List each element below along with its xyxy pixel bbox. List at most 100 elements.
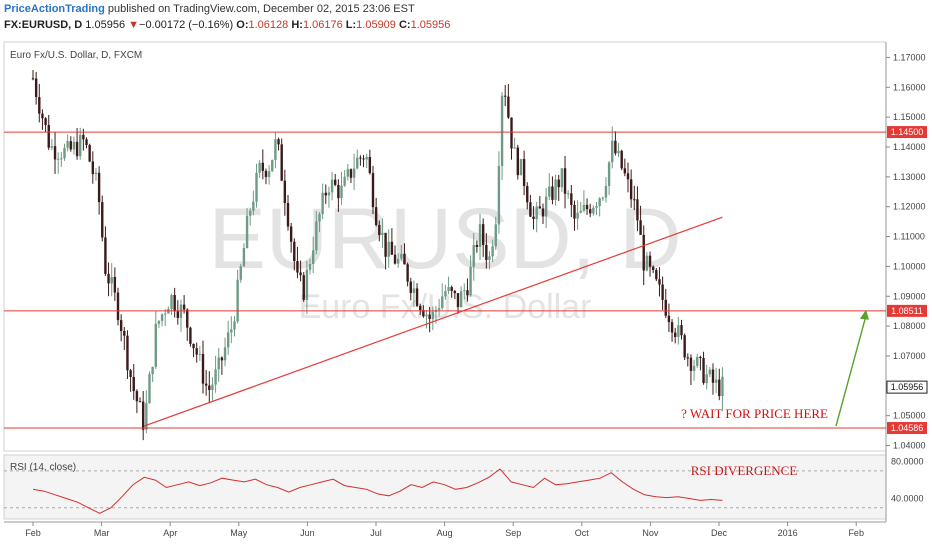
candle-body — [302, 275, 305, 300]
author-link[interactable]: PriceActionTrading — [4, 3, 105, 15]
candle-body — [107, 273, 110, 284]
published-line: PriceActionTrading published on TradingV… — [4, 3, 415, 15]
candle-body — [296, 261, 299, 273]
candle-body — [34, 78, 38, 98]
candle-body — [592, 207, 595, 214]
last-price: 1.05956 — [85, 19, 126, 31]
candle-body — [97, 172, 101, 203]
candle-body — [233, 321, 236, 330]
candle-body — [604, 185, 608, 198]
candle-body — [308, 263, 312, 270]
y-tick-label: 1.12000 — [893, 202, 926, 212]
candle-body — [689, 357, 693, 371]
candle-body — [563, 168, 567, 194]
candle-body — [463, 290, 466, 292]
trendline — [143, 216, 723, 427]
candle-body — [132, 376, 135, 392]
y-tick-label: 1.05000 — [893, 411, 926, 421]
candle-body — [419, 305, 422, 311]
candle-body — [670, 322, 674, 333]
candle-body — [365, 157, 368, 160]
candle-body — [94, 172, 98, 175]
price-chart[interactable]: EURUSD, D Euro Fx/U.S. Dollar Euro Fx/U.… — [0, 38, 932, 550]
candle-body — [85, 139, 88, 146]
candle-body — [475, 244, 479, 248]
candle-body — [535, 206, 538, 220]
candle-body — [431, 311, 435, 319]
candle-body — [538, 206, 542, 209]
candle-body — [362, 158, 365, 160]
candle-body — [141, 401, 145, 430]
candle-body — [573, 204, 576, 219]
main-pane — [3, 41, 887, 452]
candle-body — [44, 118, 47, 125]
y-tick-label: 1.13000 — [893, 172, 926, 182]
rsi-pane — [3, 454, 887, 520]
candle-body — [406, 264, 409, 282]
y-tick-label: 1.08000 — [893, 321, 926, 331]
candle-body — [661, 284, 664, 300]
candle-body — [311, 250, 315, 264]
change-arrow-icon: ▼ — [128, 19, 140, 31]
candle-body — [129, 370, 132, 377]
candle-body — [101, 202, 104, 238]
rsi-axis-label-high: 80.0000 — [891, 457, 924, 467]
arrow-annotation[interactable] — [835, 309, 869, 427]
level-badge-label: 1.08511 — [891, 306, 923, 316]
candle-body — [198, 353, 202, 355]
candle-body — [38, 97, 41, 114]
candle-body — [299, 272, 302, 276]
open-label: O: — [236, 19, 249, 31]
candle-body — [516, 147, 520, 176]
y-tick-label: 1.04000 — [893, 441, 926, 451]
candle-body — [374, 207, 378, 226]
horizontal-levels[interactable]: 1.14500 1.08511 1.04586 1.05956 — [4, 126, 928, 435]
candle-body — [721, 376, 724, 397]
candle-body — [252, 201, 255, 211]
candle-body — [560, 168, 564, 188]
wait-annotation[interactable]: ? WAIT FOR PRICE HERE — [681, 406, 828, 421]
candle-body — [532, 216, 535, 220]
candle-body — [264, 170, 268, 177]
candle-body — [160, 314, 164, 321]
candle-body — [447, 287, 450, 292]
candle-body — [396, 258, 400, 264]
y-tick-label: 1.11000 — [893, 232, 925, 242]
candle-body — [554, 179, 557, 200]
candle-body — [220, 357, 224, 361]
x-tick-label: Apr — [163, 528, 177, 538]
level-badge — [887, 304, 927, 317]
open-value: 1.06128 — [248, 19, 289, 31]
candle-body — [186, 309, 189, 328]
candle-body — [47, 124, 50, 148]
trendline-group[interactable] — [143, 216, 723, 427]
candle-body — [488, 256, 491, 260]
candle-body — [305, 269, 309, 300]
candle-body — [705, 374, 708, 384]
candle-body — [359, 157, 362, 159]
candle-body — [403, 253, 406, 265]
candle-body — [456, 293, 460, 308]
candle-body — [459, 291, 463, 308]
candle-body — [157, 320, 161, 324]
candle-body — [510, 117, 513, 149]
candle-body — [75, 141, 79, 157]
candle-body — [453, 291, 457, 294]
candle-body — [491, 246, 494, 257]
candle-body — [261, 162, 265, 171]
candle-body — [164, 313, 167, 315]
candle-body — [274, 139, 277, 160]
candle-body — [258, 162, 261, 173]
candle-body — [409, 281, 412, 293]
candle-body — [72, 141, 76, 150]
candle-body — [674, 332, 677, 337]
candle-body — [226, 332, 230, 348]
candle-body — [154, 323, 157, 367]
candle-body — [204, 383, 208, 386]
level-badge-label: 1.04586 — [891, 423, 924, 433]
candle-body — [267, 171, 271, 177]
candle-body — [450, 287, 453, 292]
candle-body — [50, 146, 54, 148]
candle-body — [214, 369, 217, 385]
candle-body — [636, 199, 639, 221]
